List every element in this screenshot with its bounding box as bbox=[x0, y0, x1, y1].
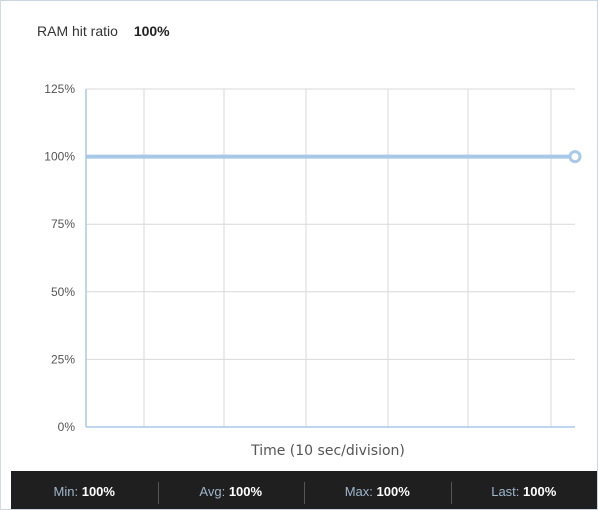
chart-grid bbox=[86, 88, 575, 427]
stat-min-label: Min: bbox=[53, 483, 79, 499]
stat-avg: Avg: 100% bbox=[157, 481, 305, 504]
stat-max: Max: 100% bbox=[304, 481, 451, 504]
chart-axes: 0% 25% 50% 75% 100% 125% bbox=[44, 82, 575, 434]
line-chart: 0% 25% 50% 75% 100% 125% Time (10 sec/divisio… bbox=[44, 82, 582, 459]
stat-min: Min: 100% bbox=[11, 484, 158, 499]
stat-avg-label: Avg: bbox=[199, 483, 226, 499]
y-tick-label: 50% bbox=[51, 285, 75, 299]
y-tick-label: 25% bbox=[51, 352, 75, 366]
y-tick-label: 75% bbox=[51, 217, 75, 231]
panel-header: RAM hit ratio 100% bbox=[37, 23, 170, 39]
stat-max-label: Max: bbox=[344, 483, 373, 499]
stat-avg-value: 100% bbox=[228, 483, 263, 499]
y-tick-label: 0% bbox=[58, 420, 76, 434]
stat-min-value: 100% bbox=[81, 483, 115, 499]
stat-last: Last: 100% bbox=[450, 481, 598, 504]
metric-current-value: 100% bbox=[133, 23, 170, 39]
y-tick-label: 100% bbox=[44, 150, 75, 164]
last-point-marker bbox=[568, 150, 582, 164]
y-tick-label: 125% bbox=[44, 82, 75, 96]
stats-bar: Min: 100% Avg: 100% Max: 100% Last: 100% bbox=[11, 471, 598, 509]
stat-max-value: 100% bbox=[376, 483, 410, 499]
metric-title: RAM hit ratio bbox=[37, 23, 118, 39]
stat-last-value: 100% bbox=[523, 483, 557, 499]
x-axis-label: Time (10 sec/division) bbox=[250, 443, 405, 459]
stat-last-label: Last: bbox=[491, 483, 520, 499]
chart-series bbox=[86, 150, 582, 164]
